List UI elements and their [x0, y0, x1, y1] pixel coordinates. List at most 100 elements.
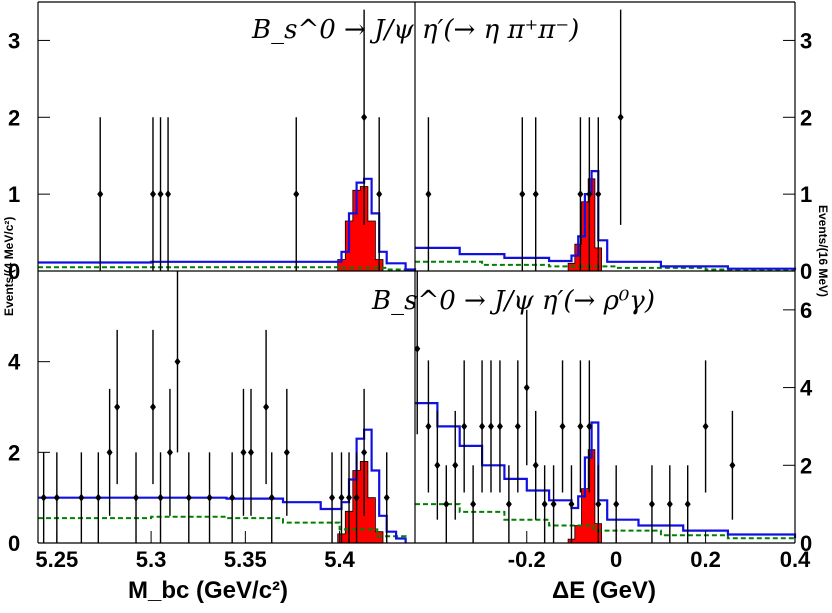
left-xtick-label-1: 5.3 [136, 547, 167, 572]
bottom-right-data-point-5 [461, 422, 468, 431]
ticks-layer: 0 1 2 3 0 1 2 3 0 2 4 0 2 4 6 5.25 5.3 5.35 5.4 -0.2 0 0.2 0.4 [8, 28, 813, 572]
bottom-left-data-point-20 [338, 493, 345, 502]
top-right-ytick-label-3: 3 [800, 28, 812, 53]
bottom-left-data-point-4 [106, 448, 113, 457]
top-right-ytick-label-1: 1 [800, 182, 812, 207]
bottom-right-data-point-14 [541, 500, 548, 509]
right-xtick-label-3: 0.4 [780, 547, 811, 572]
bottom-right-data-point-8 [488, 422, 494, 431]
bottom-left-background-curve [38, 515, 407, 543]
top-right-total-fit-curve [415, 170, 797, 270]
bottom-right-data-point-3 [443, 500, 450, 509]
top-left-data-point-5 [361, 113, 368, 122]
bottom-left-data-point-9 [166, 448, 173, 457]
y-axis-title-left: Events/(4 MeV/c²) [2, 217, 16, 316]
panels-layer [38, 9, 797, 544]
top-left-data-point-4 [293, 190, 300, 199]
bottom-left-ytick-label-2: 2 [8, 440, 20, 465]
bottom-left-data-point-11 [185, 493, 192, 502]
bottom-right-data-point-16 [559, 422, 566, 431]
top-right-data-point-6 [617, 113, 624, 122]
top-right-data-point-1 [519, 190, 526, 199]
top-panel-title: B_s^0 → J/ψ η′(→ η π⁺π⁻) [251, 15, 579, 45]
top-right-ytick-label-2: 2 [800, 105, 812, 130]
bottom-right-ytick-label-2: 2 [800, 453, 812, 478]
top-left-signal-histogram [337, 186, 384, 272]
bottom-right-data-point-2 [434, 461, 441, 470]
bottom-right-data-point-17 [568, 500, 575, 509]
x-axis-title-left: M_bc (GeV/c²) [128, 577, 288, 604]
bottom-left-ytick-label-4: 4 [8, 350, 21, 375]
top-right-data-point-3 [577, 190, 584, 199]
bottom-right-total-fit-curve [415, 402, 797, 539]
bottom-right-data-point-9 [496, 422, 503, 431]
bottom-right-data-point-26 [729, 461, 736, 470]
top-left-data-point-0 [97, 190, 104, 199]
bottom-left-data-point-24 [383, 493, 390, 502]
top-right-data-point-5 [595, 190, 602, 199]
bottom-left-data-point-23 [361, 448, 368, 457]
right-xtick-label-2: 0.2 [690, 547, 721, 572]
bottom-left-data-point-12 [206, 493, 213, 502]
bottom-left-data-point-7 [149, 403, 156, 411]
bottom-left-data-point-13 [229, 493, 236, 502]
top-right-ytick-label-0: 0 [800, 259, 812, 284]
bottom-left-data-point-3 [95, 493, 102, 502]
bottom-left-data-point-16 [263, 403, 270, 411]
top-left-data-point-3 [165, 190, 172, 199]
bottom-right-data-point-23 [666, 500, 673, 509]
top-right-data-point-2 [532, 190, 539, 199]
bottom-right-background-curve [415, 503, 796, 540]
left-xtick-label-0: 5.25 [35, 547, 78, 572]
bottom-right-data-point-22 [648, 500, 655, 509]
bottom-right-data-point-18 [577, 422, 584, 431]
bottom-right-data-point-1 [425, 422, 432, 431]
bottom-right-data-point-7 [479, 422, 486, 431]
right-xtick-label-1: 0 [610, 547, 622, 572]
top-left-ytick-label-2: 2 [8, 105, 20, 130]
bottom-left-data-point-5 [114, 403, 121, 411]
bottom-right-data-point-21 [613, 500, 620, 509]
bottom-left-data-point-2 [78, 493, 85, 502]
bottom-right-data-point-24 [684, 500, 691, 509]
bottom-left-data-point-6 [133, 493, 140, 502]
left-xtick-label-2: 5.35 [224, 547, 267, 572]
y-axis-title-right: Events/(16 MeV) [816, 205, 830, 297]
bottom-right-data-point-13 [532, 461, 539, 470]
bottom-right-data-point-15 [550, 500, 557, 509]
top-left-ytick-label-1: 1 [8, 182, 20, 207]
bottom-left-data-point-14 [240, 448, 247, 457]
top-right-data-point-0 [425, 190, 432, 199]
bottom-right-ytick-label-0: 0 [800, 531, 812, 556]
top-left-background-curve [38, 266, 407, 271]
top-left-data-point-2 [157, 190, 164, 199]
bottom-left-data-point-21 [346, 493, 353, 502]
bottom-left-ytick-label-0: 0 [8, 531, 20, 556]
bottom-right-ytick-label-6: 6 [800, 298, 812, 323]
bottom-left-data-point-0 [40, 493, 47, 502]
bottom-right-data-point-25 [702, 422, 709, 431]
bottom-right-data-point-6 [470, 500, 477, 509]
bottom-left-data-point-17 [268, 493, 275, 502]
bottom-panel-title: B_s^0 → J/ψ η′(→ ρ⁰γ) [371, 286, 655, 316]
x-axis-title-right: ΔE (GeV) [552, 577, 656, 604]
bottom-left-data-point-8 [157, 493, 164, 502]
bottom-right-ytick-label-4: 4 [800, 376, 813, 401]
bottom-right-data-point-11 [514, 422, 521, 431]
top-left-data-point-1 [149, 190, 156, 199]
top-left-ytick-label-3: 3 [8, 28, 20, 53]
bottom-left-data-point-1 [53, 493, 60, 502]
bottom-left-data-point-15 [248, 448, 255, 457]
bottom-right-data-point-4 [452, 461, 459, 470]
bottom-right-data-point-0 [414, 344, 421, 353]
top-left-data-point-6 [376, 190, 383, 199]
left-xtick-label-3: 5.4 [324, 547, 355, 572]
bottom-left-data-point-22 [353, 493, 360, 502]
bottom-left-data-point-19 [329, 493, 336, 502]
bottom-right-data-point-12 [523, 383, 530, 392]
right-xtick-label-0: -0.2 [508, 547, 546, 572]
bottom-right-data-point-10 [505, 500, 512, 509]
bottom-right-data-point-20 [595, 500, 602, 509]
top-right-data-point-4 [586, 190, 593, 199]
